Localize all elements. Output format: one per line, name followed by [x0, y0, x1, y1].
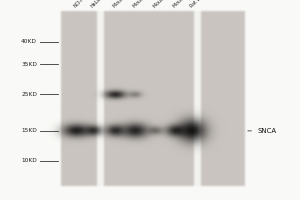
Text: SNCA: SNCA — [248, 128, 276, 134]
Text: Mouse brain: Mouse brain — [132, 0, 156, 9]
Text: 25KD: 25KD — [21, 92, 37, 97]
Text: Mouse pancreas: Mouse pancreas — [152, 0, 183, 9]
Text: Mouse liver: Mouse liver — [112, 0, 134, 9]
Text: Mouse heart: Mouse heart — [172, 0, 197, 9]
Text: Rat brain: Rat brain — [189, 0, 208, 9]
Text: 10KD: 10KD — [21, 158, 37, 163]
Text: HeLa: HeLa — [90, 0, 102, 9]
Text: NCI-H460: NCI-H460 — [73, 0, 93, 9]
Text: 35KD: 35KD — [21, 62, 37, 67]
Text: 15KD: 15KD — [21, 128, 37, 133]
Text: 40KD: 40KD — [21, 39, 37, 44]
